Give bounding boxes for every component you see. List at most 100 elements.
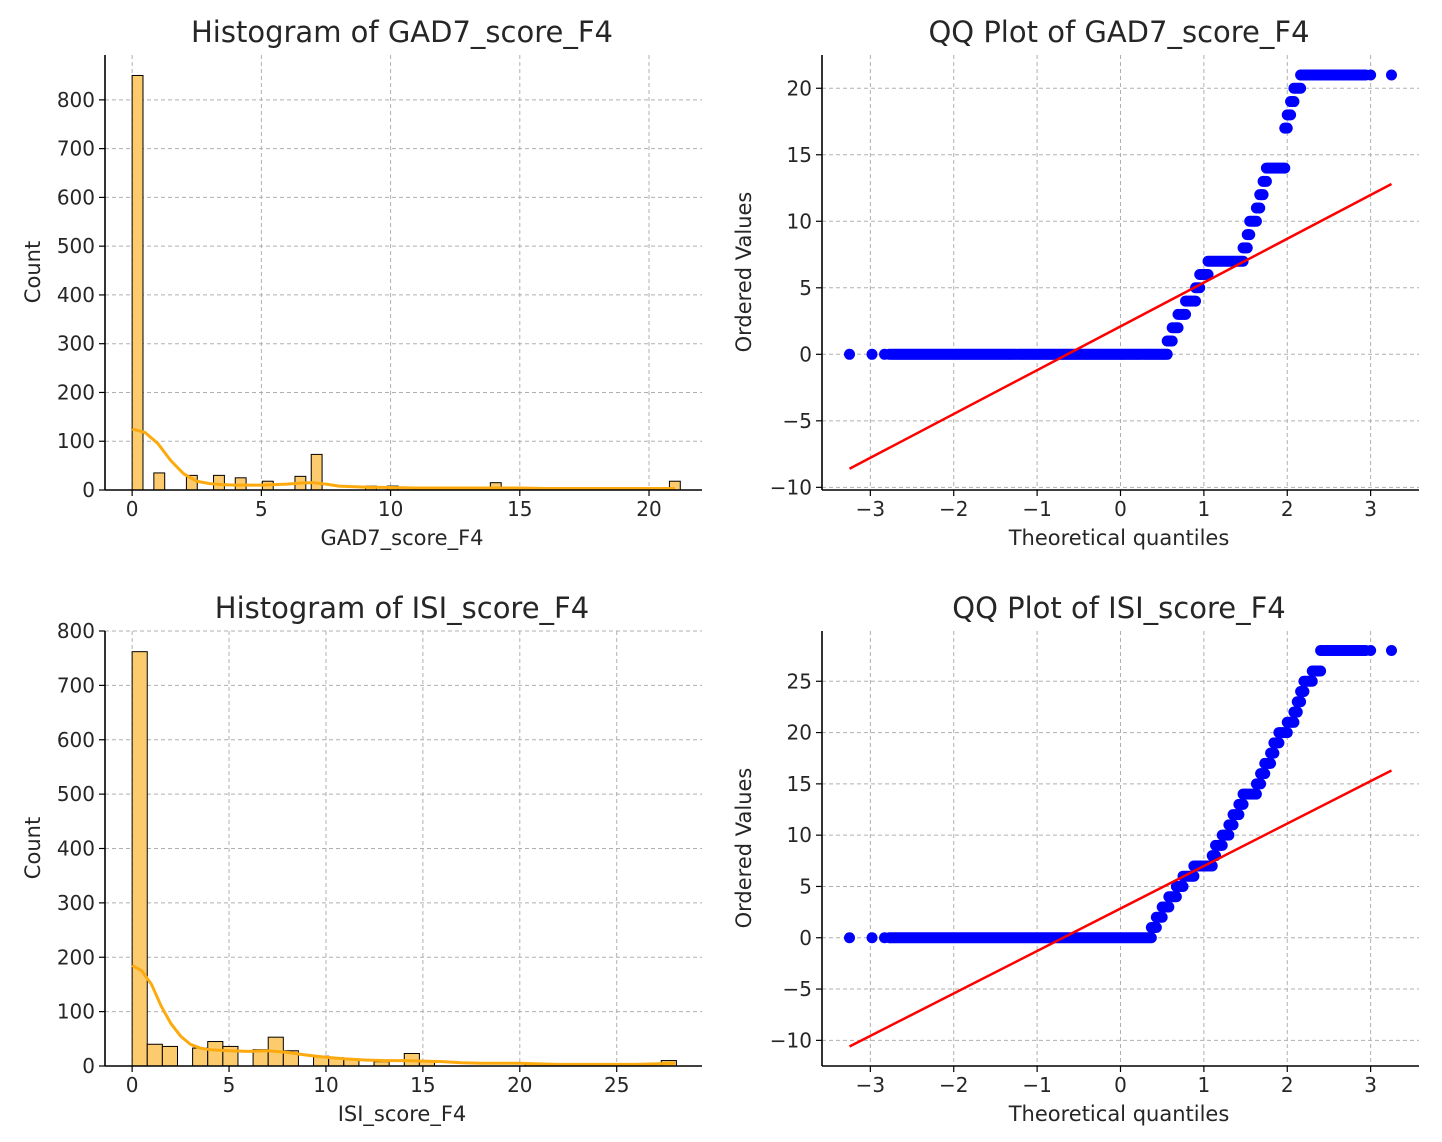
qq-point bbox=[1385, 69, 1397, 81]
x-axis-label: Theoretical quantiles bbox=[1008, 526, 1230, 550]
histogram-bars bbox=[131, 651, 677, 1067]
qq-point bbox=[1279, 162, 1291, 174]
x-tick-label: 20 bbox=[636, 497, 661, 521]
y-tick-label: 500 bbox=[57, 234, 95, 258]
qq-point bbox=[1150, 921, 1162, 933]
y-axis-label: Ordered Values bbox=[732, 768, 756, 929]
qq-point bbox=[1259, 768, 1271, 780]
qq-plot-isi-panel: QQ Plot of ISI_score_F4 Theoretical quan… bbox=[732, 591, 1419, 1126]
reference-line bbox=[848, 769, 1393, 1048]
y-axis-label: Count bbox=[21, 241, 45, 303]
y-tick-label: 400 bbox=[57, 283, 95, 307]
qq-point bbox=[844, 932, 856, 944]
qq-point bbox=[1170, 891, 1182, 903]
histogram-bar bbox=[161, 1045, 178, 1067]
y-tick-label: 200 bbox=[57, 945, 95, 969]
histogram-bar bbox=[146, 1043, 163, 1067]
qq-point bbox=[1190, 295, 1202, 307]
reference-line bbox=[848, 182, 1393, 470]
y-tick-label: 600 bbox=[57, 728, 95, 752]
qq-point bbox=[1385, 644, 1397, 656]
qq-point bbox=[1163, 901, 1175, 913]
qq-point bbox=[1268, 747, 1280, 759]
x-tick-label: −1 bbox=[1022, 1073, 1051, 1097]
x-tick-label: 2 bbox=[1281, 497, 1294, 521]
y-tick-label: 700 bbox=[57, 673, 95, 697]
x-tick-label: 10 bbox=[313, 1073, 338, 1097]
grid bbox=[822, 55, 1419, 490]
y-tick-label: 0 bbox=[799, 926, 812, 950]
qq-point bbox=[1295, 82, 1307, 94]
x-tick-label: 0 bbox=[1114, 1073, 1127, 1097]
qq-point bbox=[1180, 308, 1192, 320]
qq-point bbox=[1288, 96, 1300, 108]
x-tick-label: 0 bbox=[1114, 497, 1127, 521]
qq-point bbox=[1227, 819, 1239, 831]
y-tick-label: 10 bbox=[787, 209, 812, 233]
y-tick-label: 500 bbox=[57, 782, 95, 806]
histogram-bar bbox=[207, 1041, 224, 1067]
x-tick-label: 25 bbox=[604, 1073, 629, 1097]
x-tick-label: 0 bbox=[126, 497, 139, 521]
y-tick-label: 5 bbox=[799, 874, 812, 898]
qq-point bbox=[1237, 798, 1249, 810]
x-tick-label: 15 bbox=[410, 1073, 435, 1097]
x-tick-label: 5 bbox=[223, 1073, 236, 1097]
qq-point bbox=[1360, 69, 1372, 81]
histogram-isi-panel: Histogram of ISI_score_F4 ISI_score_F4 C… bbox=[21, 591, 702, 1127]
x-tick-label: −2 bbox=[939, 497, 968, 521]
qq-points bbox=[844, 644, 1397, 944]
y-tick-label: 300 bbox=[57, 891, 95, 915]
x-axis-label: GAD7_score_F4 bbox=[320, 526, 483, 551]
y-tick-label: 100 bbox=[57, 1000, 95, 1024]
y-tick-label: −10 bbox=[770, 1028, 812, 1052]
chart-title: QQ Plot of GAD7_score_F4 bbox=[928, 15, 1309, 49]
y-tick-label: 100 bbox=[57, 429, 95, 453]
y-tick-label: 600 bbox=[57, 185, 95, 209]
qq-point bbox=[1166, 335, 1178, 347]
y-tick-label: 0 bbox=[799, 342, 812, 366]
qq-point bbox=[1172, 322, 1184, 334]
chart-title: QQ Plot of ISI_score_F4 bbox=[952, 591, 1286, 625]
histogram-gad7-panel: Histogram of GAD7_score_F4 GAD7_score_F4… bbox=[21, 15, 702, 551]
qq-point bbox=[1250, 215, 1262, 227]
histogram-bar bbox=[153, 472, 166, 491]
qq-point bbox=[1285, 109, 1297, 121]
qq-point bbox=[1156, 911, 1168, 923]
x-axis-label: Theoretical quantiles bbox=[1008, 1102, 1230, 1126]
y-axis-label: Ordered Values bbox=[732, 192, 756, 353]
y-tick-label: 5 bbox=[799, 276, 812, 300]
x-tick-label: 3 bbox=[1364, 1073, 1377, 1097]
qq-point bbox=[866, 932, 878, 944]
qq-point bbox=[844, 348, 856, 360]
qq-point bbox=[1281, 727, 1293, 739]
qq-point bbox=[1306, 675, 1318, 687]
qq-point bbox=[1145, 932, 1157, 944]
grid bbox=[822, 631, 1419, 1066]
x-tick-label: 0 bbox=[126, 1073, 139, 1097]
x-tick-label: 10 bbox=[378, 497, 403, 521]
x-tick-label: 20 bbox=[507, 1073, 532, 1097]
qq-point bbox=[1265, 757, 1277, 769]
histogram-bar bbox=[131, 74, 144, 491]
y-tick-label: 15 bbox=[787, 143, 812, 167]
x-tick-label: −2 bbox=[939, 1073, 968, 1097]
y-tick-label: 800 bbox=[57, 88, 95, 112]
qq-point bbox=[1161, 348, 1173, 360]
y-tick-label: 300 bbox=[57, 332, 95, 356]
y-axis-label: Count bbox=[21, 817, 45, 879]
qq-point bbox=[1250, 788, 1262, 800]
y-tick-label: 25 bbox=[787, 669, 812, 693]
x-tick-label: 5 bbox=[255, 497, 268, 521]
qq-point bbox=[1177, 880, 1189, 892]
qq-points bbox=[844, 69, 1397, 360]
qq-point bbox=[866, 348, 878, 360]
y-tick-label: 0 bbox=[82, 1054, 95, 1078]
y-tick-label: 700 bbox=[57, 137, 95, 161]
qq-point bbox=[1244, 229, 1256, 241]
kde-curve bbox=[131, 427, 675, 491]
grid bbox=[105, 630, 702, 1067]
qq-point bbox=[1315, 665, 1327, 677]
x-tick-label: 2 bbox=[1281, 1073, 1294, 1097]
